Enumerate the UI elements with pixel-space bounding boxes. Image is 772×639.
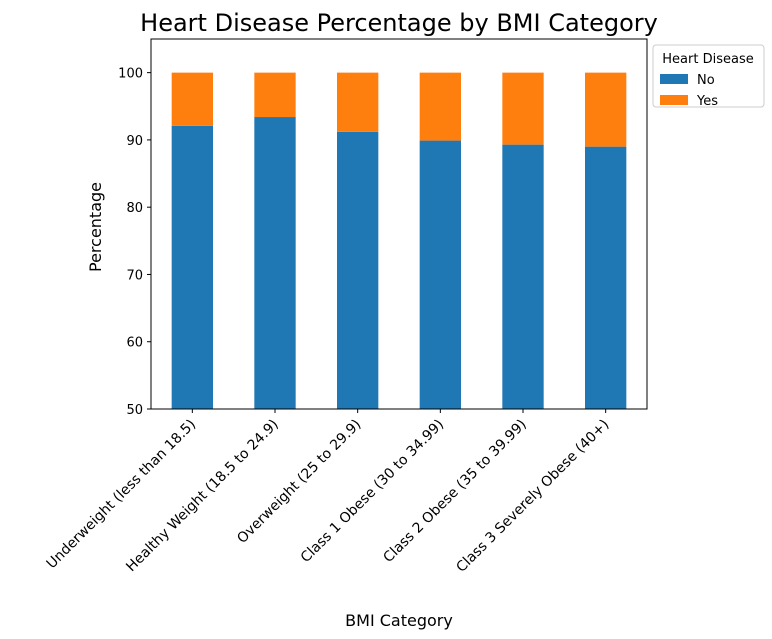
x-tick-label: Class 1 Obese (30 to 34.99) <box>298 417 447 566</box>
bar-segment <box>419 140 461 409</box>
plot-frame <box>150 38 648 410</box>
bar-segment <box>585 72 627 147</box>
y-tick-label: 60 <box>126 336 143 351</box>
x-axis-label: BMI Category <box>345 611 453 630</box>
bar-segment <box>585 146 627 410</box>
bar-segment <box>254 72 296 118</box>
chart-title: Heart Disease Percentage by BMI Category <box>140 9 658 37</box>
bar-segment <box>254 117 296 409</box>
bar-segment <box>502 72 544 145</box>
bar-segment <box>502 144 544 410</box>
y-axis-label: Percentage <box>86 182 105 272</box>
x-tick-label: Underweight (less than 18.5) <box>44 417 200 573</box>
y-tick-label: 70 <box>126 268 143 283</box>
y-tick-label: 90 <box>126 134 143 149</box>
x-tick-label: Class 2 Obese (35 to 39.99) <box>380 417 529 566</box>
legend-label: No <box>697 73 715 88</box>
legend-label: Yes <box>696 94 718 109</box>
y-tick-label: 80 <box>126 201 143 216</box>
y-tick-label: 100 <box>118 67 143 82</box>
legend-swatch <box>660 95 688 105</box>
bar-segment <box>171 72 213 126</box>
legend-box <box>652 44 765 108</box>
bar-segment <box>171 125 213 410</box>
legend: Heart Disease No Yes <box>652 44 765 109</box>
bar-segment <box>337 131 379 409</box>
y-tick-label: 50 <box>126 403 143 418</box>
legend-swatch <box>660 74 688 84</box>
bar-segment <box>337 72 379 132</box>
legend-title: Heart Disease <box>662 52 753 67</box>
bar-segment <box>419 72 461 141</box>
x-tick-label: Class 3 Severely Obese (40+) <box>453 417 612 576</box>
x-tick-label: Healthy Weight (18.5 to 24.9) <box>123 417 282 576</box>
